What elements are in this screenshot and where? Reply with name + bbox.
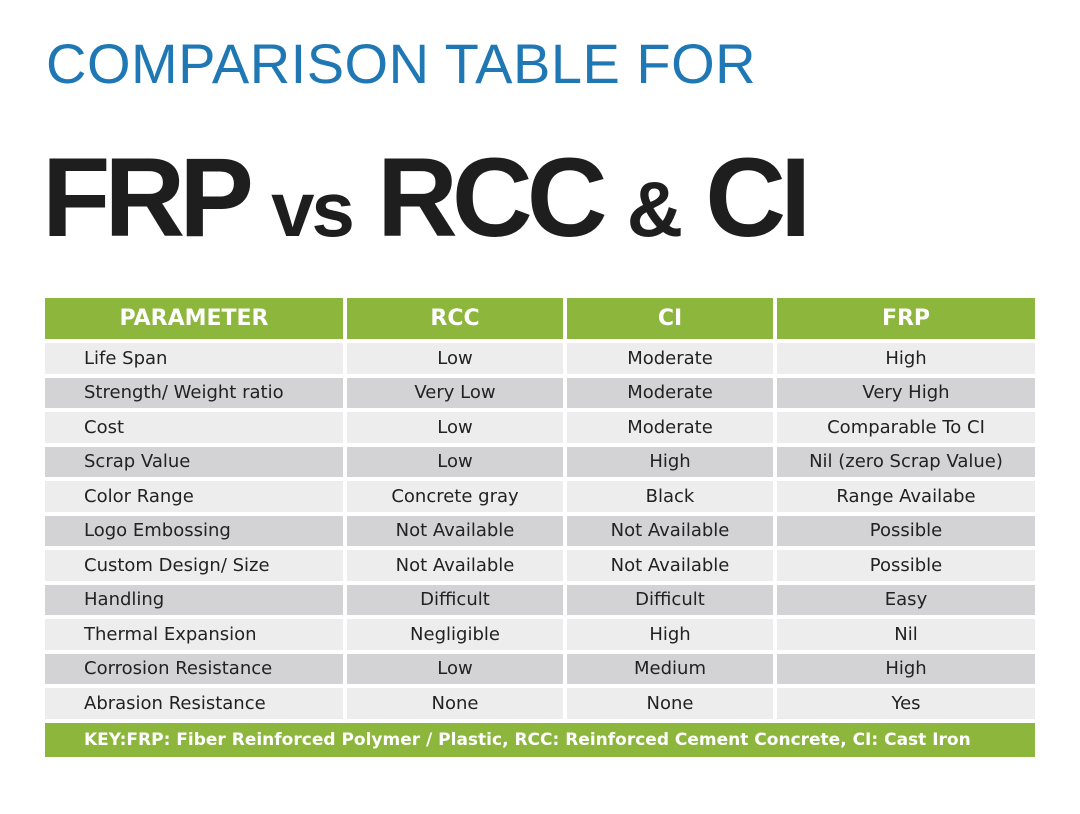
rcc-cell: Low <box>345 410 567 447</box>
comparison-table: PARAMETER RCC CI FRP Life Span Low Moder… <box>45 298 1035 723</box>
ci-cell: Difficult <box>565 582 777 619</box>
key-footer: KEY:FRP: Fiber Reinforced Polymer / Plas… <box>45 722 1035 757</box>
table-row: Scrap Value Low High Nil (zero Scrap Val… <box>45 444 1035 481</box>
rcc-cell: Not Available <box>345 513 567 550</box>
title-frp: FRP <box>42 135 252 260</box>
frp-cell: Easy <box>775 582 1035 619</box>
frp-cell: Very High <box>775 375 1035 412</box>
ci-cell: Black <box>565 479 777 516</box>
table-row: Color Range Concrete gray Black Range Av… <box>45 479 1035 516</box>
parameter-cell: Abrasion Resistance <box>45 686 347 723</box>
parameter-cell: Custom Design/ Size <box>45 548 347 585</box>
parameter-cell: Life Span <box>45 341 347 378</box>
parameter-cell: Cost <box>45 410 347 447</box>
rcc-cell: Low <box>345 341 567 378</box>
table-row: Life Span Low Moderate High <box>45 341 1035 378</box>
header-ci: CI <box>565 298 777 343</box>
frp-cell: Range Availabe <box>775 479 1035 516</box>
rcc-cell: Negligible <box>345 617 567 654</box>
ci-cell: Moderate <box>565 410 777 447</box>
parameter-cell: Scrap Value <box>45 444 347 481</box>
rcc-cell: Not Available <box>345 548 567 585</box>
parameter-cell: Logo Embossing <box>45 513 347 550</box>
ci-cell: Moderate <box>565 375 777 412</box>
subtitle: COMPARISON TABLE FOR <box>46 32 757 95</box>
ci-cell: High <box>565 444 777 481</box>
comparison-table-wrapper: PARAMETER RCC CI FRP Life Span Low Moder… <box>45 298 1035 757</box>
ci-cell: Not Available <box>565 513 777 550</box>
ci-cell: Not Available <box>565 548 777 585</box>
rcc-cell: Difficult <box>345 582 567 619</box>
table-row: Strength/ Weight ratio Very Low Moderate… <box>45 375 1035 412</box>
parameter-cell: Strength/ Weight ratio <box>45 375 347 412</box>
table-row: Custom Design/ Size Not Available Not Av… <box>45 548 1035 585</box>
frp-cell: High <box>775 651 1035 688</box>
title-vs: vs <box>271 165 355 253</box>
ci-cell: Moderate <box>565 341 777 378</box>
parameter-cell: Thermal Expansion <box>45 617 347 654</box>
header-frp: FRP <box>775 298 1035 343</box>
rcc-cell: None <box>345 686 567 723</box>
table-row: Thermal Expansion Negligible High Nil <box>45 617 1035 654</box>
header-parameter: PARAMETER <box>45 298 347 343</box>
ci-cell: Medium <box>565 651 777 688</box>
frp-cell: Yes <box>775 686 1035 723</box>
frp-cell: High <box>775 341 1035 378</box>
title-ampersand: & <box>626 165 683 253</box>
rcc-cell: Concrete gray <box>345 479 567 516</box>
table-row: Logo Embossing Not Available Not Availab… <box>45 513 1035 550</box>
table-header-row: PARAMETER RCC CI FRP <box>45 298 1035 343</box>
frp-cell: Nil <box>775 617 1035 654</box>
parameter-cell: Color Range <box>45 479 347 516</box>
header-rcc: RCC <box>345 298 567 343</box>
page-title: FRP vs RCC & CI <box>42 142 811 254</box>
frp-cell: Possible <box>775 548 1035 585</box>
frp-cell: Nil (zero Scrap Value) <box>775 444 1035 481</box>
parameter-cell: Handling <box>45 582 347 619</box>
ci-cell: None <box>565 686 777 723</box>
ci-cell: High <box>565 617 777 654</box>
table-row: Abrasion Resistance None None Yes <box>45 686 1035 723</box>
table-row: Handling Difficult Difficult Easy <box>45 582 1035 619</box>
table-row: Corrosion Resistance Low Medium High <box>45 651 1035 688</box>
frp-cell: Possible <box>775 513 1035 550</box>
parameter-cell: Corrosion Resistance <box>45 651 347 688</box>
rcc-cell: Low <box>345 651 567 688</box>
frp-cell: Comparable To CI <box>775 410 1035 447</box>
rcc-cell: Very Low <box>345 375 567 412</box>
table-row: Cost Low Moderate Comparable To CI <box>45 410 1035 447</box>
rcc-cell: Low <box>345 444 567 481</box>
title-ci: CI <box>705 135 811 260</box>
title-rcc: RCC <box>377 135 608 260</box>
